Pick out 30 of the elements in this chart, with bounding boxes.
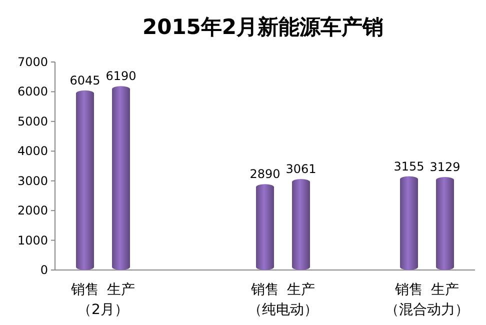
data-label: 6190: [106, 69, 136, 84]
bar: [292, 179, 310, 270]
text: （2月）: [78, 302, 128, 318]
y-tick-label: 2000: [17, 204, 48, 218]
x-tick-label: 销售: [394, 282, 423, 298]
text: （混合动力）: [385, 302, 469, 318]
y-tick-label: 3000: [17, 174, 48, 188]
chart-title: 2015年2月新能源车产销: [142, 15, 384, 39]
y-tick-label: 7000: [17, 55, 48, 69]
data-label: 3129: [430, 160, 460, 174]
data-label: 3061: [286, 162, 316, 176]
x-tick-label: 销售: [250, 282, 279, 298]
data-label: 6045: [70, 73, 100, 88]
x-tick-label: 生产: [431, 282, 459, 298]
x-tick-label: 生产: [107, 282, 135, 298]
bar: [76, 90, 94, 270]
bar: [400, 176, 418, 270]
text: （纯电动）: [248, 302, 318, 318]
y-tick-label: 5000: [17, 114, 48, 128]
bar: [256, 184, 274, 270]
bar: [436, 177, 454, 270]
y-tick-label: 0: [40, 263, 48, 277]
y-tick-label: 4000: [17, 144, 48, 158]
data-label: 2890: [250, 167, 280, 182]
bar: [112, 86, 130, 270]
x-tick-label: 生产: [287, 282, 315, 298]
y-tick-label: 1000: [17, 233, 48, 248]
y-tick-label: 6000: [17, 84, 48, 99]
data-label: 3155: [394, 159, 424, 174]
x-tick-label: 销售: [70, 282, 99, 298]
